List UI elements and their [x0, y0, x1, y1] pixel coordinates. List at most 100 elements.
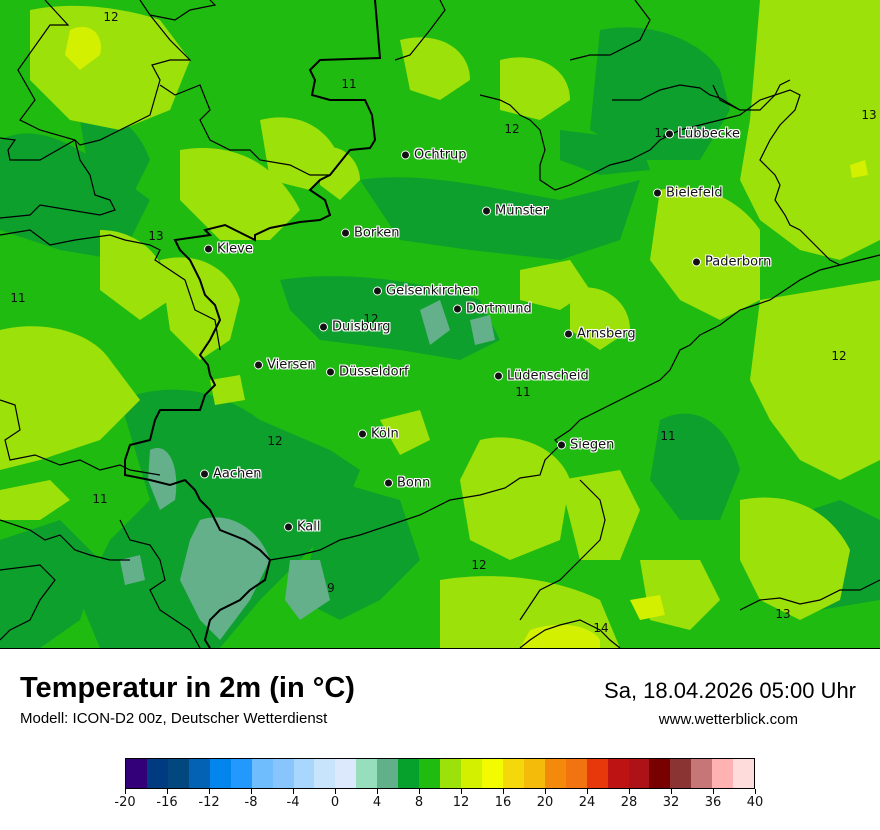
colorbar-segment — [649, 759, 671, 788]
colorbar-tick-label: -8 — [244, 795, 258, 810]
isotherm-label: 11 — [92, 492, 108, 506]
city-marker-muenster[interactable]: Münster — [482, 204, 548, 219]
colorbar-segment — [712, 759, 734, 788]
city-marker-bonn[interactable]: Bonn — [384, 476, 430, 491]
city-label: Borken — [354, 225, 400, 241]
colorbar-tick — [503, 789, 504, 794]
colorbar-tick-label: 12 — [452, 795, 470, 810]
city-dot-icon — [453, 304, 462, 314]
colorbar-tick — [251, 789, 252, 794]
colorbar-tick-label: 24 — [578, 795, 596, 810]
colorbar-tick — [209, 789, 210, 794]
isotherm-label: 12 — [831, 349, 847, 363]
isotherm-label: 9 — [327, 581, 335, 595]
colorbar-tick — [377, 789, 378, 794]
city-dot-icon — [653, 188, 662, 198]
city-label: Dortmund — [466, 301, 532, 317]
colorbar-tick — [293, 789, 294, 794]
colorbar-segment — [523, 759, 545, 788]
temperature-colorbar — [125, 758, 755, 789]
city-marker-kall[interactable]: Kall — [284, 520, 321, 535]
city-dot-icon — [319, 322, 328, 332]
isotherm-label: 12 — [504, 122, 520, 136]
isotherm-label: 13 — [148, 229, 164, 243]
city-label: Münster — [495, 203, 548, 219]
colorbar-tick-label: 0 — [330, 795, 340, 810]
city-label: Lübbecke — [678, 126, 740, 142]
city-marker-ochtrup[interactable]: Ochtrup — [401, 148, 467, 163]
city-marker-duesseldorf[interactable]: Düsseldorf — [326, 365, 409, 380]
isotherm-label: 12 — [471, 558, 487, 572]
city-marker-borken[interactable]: Borken — [341, 226, 400, 241]
city-dot-icon — [200, 469, 209, 479]
city-marker-siegen[interactable]: Siegen — [557, 438, 614, 453]
city-dot-icon — [692, 257, 701, 267]
colorbar-segment — [461, 759, 482, 788]
colorbar-segment — [419, 759, 441, 788]
city-marker-luedenscheid[interactable]: Lüdenscheid — [494, 369, 589, 384]
city-dot-icon — [204, 244, 213, 254]
city-label: Arnsberg — [577, 326, 636, 342]
colorbar-tick — [755, 789, 756, 794]
city-label: Viersen — [267, 357, 316, 373]
city-marker-kleve[interactable]: Kleve — [204, 242, 253, 257]
city-dot-icon — [494, 371, 503, 381]
temperature-map: 12 11 12 12 13 13 11 12 12 11 11 12 11 1… — [0, 0, 880, 649]
colorbar-tick-label: -16 — [156, 795, 178, 810]
colorbar-segment — [670, 759, 692, 788]
isotherm-label: 11 — [10, 291, 26, 305]
colorbar-segment — [209, 759, 231, 788]
city-marker-arnsberg[interactable]: Arnsberg — [564, 327, 636, 342]
colorbar-segment — [565, 759, 587, 788]
city-dot-icon — [557, 440, 566, 450]
colorbar-segment — [377, 759, 399, 788]
website-link[interactable]: www.wetterblick.com — [658, 711, 798, 728]
city-label: Bielefeld — [666, 185, 723, 201]
city-label: Kleve — [217, 241, 253, 257]
colorbar-segment — [314, 759, 336, 788]
city-dot-icon — [254, 360, 263, 370]
city-marker-dortmund[interactable]: Dortmund — [453, 302, 532, 317]
city-dot-icon — [564, 329, 573, 339]
city-label: Köln — [371, 426, 399, 442]
city-label: Siegen — [570, 437, 615, 453]
colorbar-segment — [293, 759, 315, 788]
colorbar-tick-label: 32 — [662, 795, 680, 810]
city-dot-icon — [373, 286, 382, 296]
colorbar-segment — [481, 759, 503, 788]
city-marker-luebbecke[interactable]: Lübbecke — [665, 127, 740, 142]
city-marker-duisburg[interactable]: Duisburg — [319, 320, 391, 335]
city-dot-icon — [482, 206, 491, 216]
city-marker-gelsenkirchen[interactable]: Gelsenkirchen — [373, 284, 479, 299]
city-label: Ochtrup — [414, 147, 467, 163]
city-marker-paderborn[interactable]: Paderborn — [692, 255, 771, 270]
colorbar-segment — [544, 759, 566, 788]
colorbar-segment — [335, 759, 357, 788]
colorbar-segment — [230, 759, 252, 788]
city-marker-viersen[interactable]: Viersen — [254, 358, 316, 373]
city-label: Düsseldorf — [339, 364, 409, 380]
city-marker-bielefeld[interactable]: Bielefeld — [653, 186, 723, 201]
city-dot-icon — [341, 228, 350, 238]
colorbar-tick — [671, 789, 672, 794]
colorbar-tick-label: 4 — [372, 795, 382, 810]
city-label: Kall — [297, 519, 321, 535]
city-dot-icon — [326, 367, 335, 377]
colorbar-tick — [167, 789, 168, 794]
colorbar-tick-label: 16 — [494, 795, 512, 810]
colorbar-ticks: -20 -16 -12 -8 -4 0 4 8 12 16 20 24 28 32 36 40 — [114, 789, 763, 819]
city-dot-icon — [401, 150, 410, 160]
city-label: Gelsenkirchen — [386, 283, 479, 299]
colorbar-segment — [607, 759, 629, 788]
city-dot-icon — [665, 129, 674, 139]
colorbar-segment — [502, 759, 524, 788]
colorbar-tick — [545, 789, 546, 794]
city-marker-aachen[interactable]: Aachen — [200, 467, 261, 482]
city-dot-icon — [384, 478, 393, 488]
colorbar-tick-label: 20 — [536, 795, 554, 810]
city-label: Paderborn — [705, 254, 772, 270]
model-subtitle: Modell: ICON-D2 00z, Deutscher Wetterdie… — [20, 710, 328, 727]
city-marker-koeln[interactable]: Köln — [358, 427, 399, 442]
colorbar-tick — [713, 789, 714, 794]
colorbar-segment — [440, 759, 461, 788]
